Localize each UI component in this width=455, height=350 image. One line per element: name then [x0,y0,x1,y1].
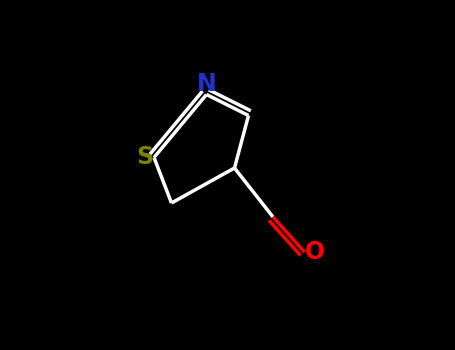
Text: S: S [136,146,154,169]
Text: O: O [305,240,325,264]
Text: N: N [197,72,217,96]
